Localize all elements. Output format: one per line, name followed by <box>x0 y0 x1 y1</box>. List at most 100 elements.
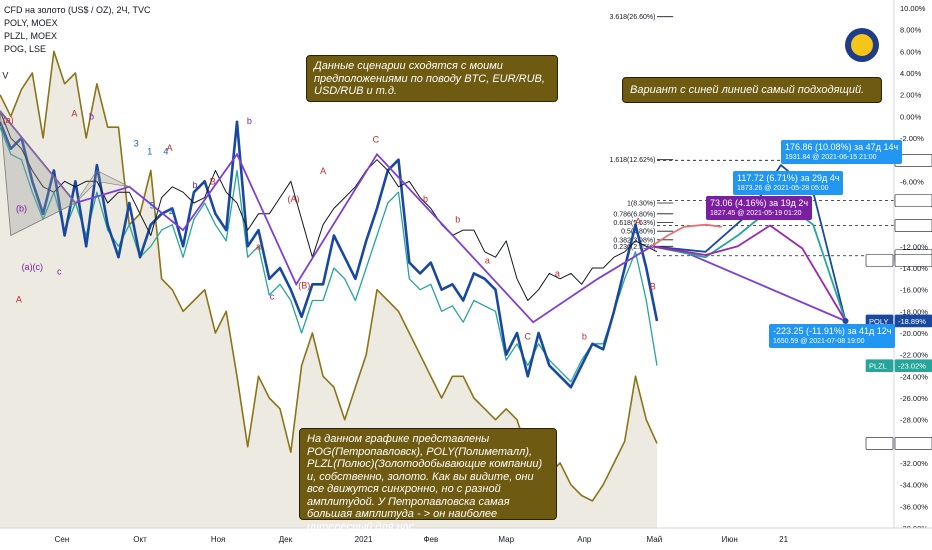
legend-main-symbol[interactable]: CFD на золото (US$ / OZ), 2Ч, TVC <box>4 5 151 15</box>
price-tag-label: -23.02% <box>898 362 926 371</box>
y-tick-label: -20.00% <box>900 329 928 338</box>
wave-label: B <box>650 282 656 292</box>
price-tag-label: GOLD <box>869 256 891 265</box>
price-tag-label: -13.02% <box>898 256 926 265</box>
wave-label: C <box>373 134 380 144</box>
price-tag-label: PLZL <box>869 362 887 371</box>
winking-face-icon <box>851 34 873 56</box>
projection-purple <box>651 224 847 322</box>
y-tick-label: -22.00% <box>900 351 928 360</box>
x-tick-label: Сен <box>55 535 70 544</box>
price-tag-box <box>894 437 932 450</box>
x-tick-label: 2021 <box>355 535 373 544</box>
price-tag-label: -18.89% <box>898 317 926 326</box>
fib-label: 3.618(26.60%) <box>609 14 655 21</box>
wave-label: b <box>455 215 460 225</box>
y-tick-label: -14.00% <box>900 264 928 273</box>
y-tick-label: 4.00% <box>900 69 922 78</box>
x-tick-label: Июн <box>722 535 738 544</box>
wave-label: (a)(c) <box>22 262 44 272</box>
legend-series-pog[interactable]: POG, LSE <box>4 44 47 54</box>
price-tag-box <box>894 194 932 207</box>
wave-label: V <box>2 70 8 80</box>
price-tag-box <box>865 359 894 373</box>
price-tag-box <box>894 359 932 373</box>
y-tick-label: -18.00% <box>900 307 928 316</box>
series-line-1 <box>0 120 659 389</box>
callout-projection-4[interactable]: -223.25 (-11.91%) за 41д 12ч 1650.59 @ 2… <box>769 324 896 348</box>
wave-label: b <box>423 194 428 204</box>
price-tags: -4.06%-7.77%-10.08%-12.87%GOLD-13.02%POL… <box>865 154 932 450</box>
wave-label: A <box>635 217 641 227</box>
y-axis[interactable]: 10.00% 8.00% 6.00% 4.00% 2.00% 0.00% -2.00% -4.… <box>893 0 932 550</box>
fib-label: 1(8.30%) <box>627 201 655 208</box>
price-tag-box <box>865 437 894 450</box>
callout-2-main: 117.72 (6.71%) за 29д 4ч <box>737 173 840 183</box>
wave-label: A <box>167 143 173 153</box>
fib-label: 0.786(6.80%) <box>613 211 655 218</box>
y-tick-label: -28.00% <box>900 416 928 425</box>
pog-area-fill <box>0 51 657 529</box>
wave-label: 1 <box>147 146 152 156</box>
wave-triangle-2 <box>75 170 130 204</box>
wave-label: (A) <box>288 194 300 204</box>
wave-label: a <box>555 269 560 279</box>
y-axis-panel <box>894 0 932 550</box>
wave-label: A <box>16 295 22 305</box>
x-tick-label: Май <box>647 535 663 544</box>
projection-endpoint <box>842 317 849 324</box>
y-tick-label: 10.00% <box>900 4 926 13</box>
price-tag-label: -10.08% <box>898 222 926 231</box>
callout-projection-2[interactable]: 117.72 (6.71%) за 29д 4ч 1873.26 @ 2021-… <box>733 171 844 195</box>
price-tag-label: POLY <box>869 317 888 326</box>
x-tick-label: Ноя <box>211 535 226 544</box>
wave-label: c <box>57 267 62 277</box>
wave-label: c <box>270 291 275 301</box>
y-tick-label: -2.00% <box>900 134 924 143</box>
wave-label: b <box>89 112 94 122</box>
wave-label: 3 <box>134 139 139 149</box>
chart-legend: CFD на золото (US$ / OZ), 2Ч, TVC POLY, … <box>4 4 151 56</box>
series-line-0 <box>0 110 658 301</box>
callout-3-sub: 1827.45 @ 2021-05-19 01:20 <box>710 210 802 217</box>
y-tick-label: 0.00% <box>900 112 922 121</box>
x-tick-label: Фев <box>423 535 438 544</box>
fib-label: 0.382(3.98%) <box>613 237 655 244</box>
note-bottom[interactable]: На данном графике представлены POG(Петро… <box>299 428 557 533</box>
wave-label: 4 <box>163 146 168 156</box>
price-tag-box <box>894 314 932 328</box>
note-right[interactable]: Вариант с синей линией самый подходящий. <box>622 77 882 103</box>
wave-labels-layer: V (a) A (b) (a)(c) c A b 31 5 4 2 A Bb b (A) (B) c a A Cb b a a… <box>2 70 655 341</box>
fib-label: 1.618(12.62%) <box>609 157 655 164</box>
author-avatar-emoji[interactable] <box>845 28 879 62</box>
y-tick-label: -34.00% <box>900 481 928 490</box>
legend-series-plzl[interactable]: PLZL, MOEX <box>4 31 58 41</box>
y-tick-label: -36.00% <box>900 502 928 511</box>
y-tick-label: 8.00% <box>900 26 922 35</box>
note-top[interactable]: Данные сценарии сходятся с моими предпол… <box>306 55 558 102</box>
wave-label: a <box>256 242 261 252</box>
wave-label: C <box>525 332 532 342</box>
callout-4-sub: 1650.59 @ 2021-07-08 19:00 <box>773 338 865 345</box>
y-tick-label: 6.00% <box>900 47 922 56</box>
fib-label: 0.618(5.63%) <box>613 220 655 227</box>
callout-projection-3[interactable]: 73.06 (4.16%) за 19д 2ч 1827.45 @ 2021-0… <box>706 196 813 220</box>
wave-label: a <box>485 256 490 266</box>
wave-label: (b) <box>16 204 27 214</box>
legend-series-poly[interactable]: POLY, MOEX <box>4 18 58 28</box>
wave-triangle <box>0 110 77 237</box>
x-axis[interactable]: Сен Окт Ноя Дек 2021 Фев Мар Апр Май Июн 21 <box>0 527 932 550</box>
y-tick-label: -24.00% <box>900 372 928 381</box>
y-tick-label: 2.00% <box>900 91 922 100</box>
wave-label: 2 <box>169 206 174 216</box>
wave-label: B <box>210 177 216 187</box>
wave-label: b <box>247 116 252 126</box>
wave-label: (a) <box>3 115 14 125</box>
callout-projection-1[interactable]: 176.86 (10.08%) за 47д 14ч 1931.84 @ 202… <box>781 140 903 164</box>
callout-1-sub: 1931.84 @ 2021-06-15 21:00 <box>785 154 877 161</box>
price-tag-box <box>894 219 932 232</box>
x-tick-label: Дек <box>279 535 293 544</box>
callout-3-main: 73.06 (4.16%) за 19д 2ч <box>710 198 809 208</box>
y-tick-label: -16.00% <box>900 286 928 295</box>
price-tag-box <box>894 254 932 267</box>
